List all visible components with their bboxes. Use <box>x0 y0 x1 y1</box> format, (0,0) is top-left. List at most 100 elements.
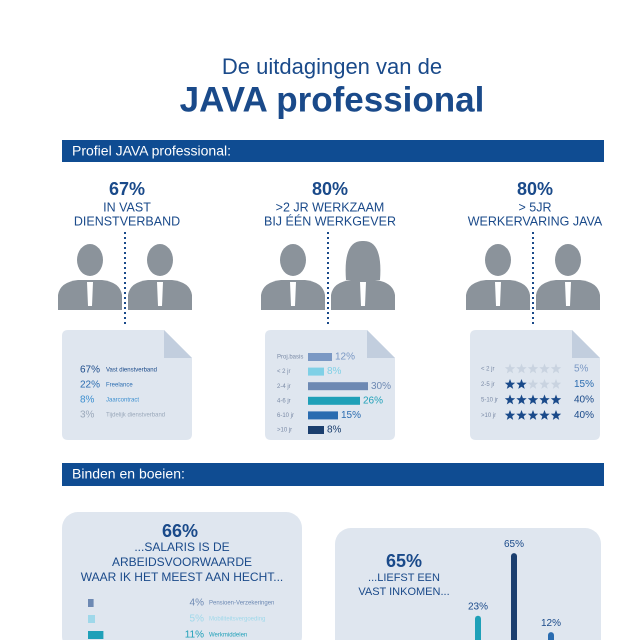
row-label: 6-10 jr <box>277 413 294 419</box>
row-value: 40% <box>574 395 594 406</box>
star <box>527 394 539 405</box>
row-value: 67% <box>80 365 100 376</box>
row-label: 4-6 jr <box>277 398 291 404</box>
row-value: 8% <box>80 395 95 406</box>
person-tie <box>495 282 501 306</box>
title-line1: De uitdagingen van de <box>222 54 442 79</box>
section-bar <box>62 463 604 486</box>
row-value: 22% <box>80 380 100 391</box>
star <box>550 363 562 374</box>
title-line2: JAVA professional <box>180 80 485 119</box>
stat: 80% <box>517 179 553 199</box>
bar-label: 8% <box>327 366 342 377</box>
star <box>504 379 516 389</box>
stat: 65% <box>386 551 422 571</box>
stat-caption: WAAR IK HET MEEST AAN HECHT... <box>81 570 283 584</box>
row-label: Mobiliteitsvergoeding <box>209 617 265 623</box>
row-value: 40% <box>574 410 594 421</box>
stat-caption: ...SALARIS IS DE <box>134 540 229 554</box>
star <box>504 410 516 420</box>
card-fold <box>367 330 395 358</box>
bar <box>308 382 368 391</box>
bar-label: 5% <box>190 614 205 625</box>
star <box>504 363 516 374</box>
star <box>516 363 527 374</box>
bar-label: 11% <box>185 630 204 640</box>
row-label: Pensioen-Verzekeringen <box>209 601 274 607</box>
stat-caption: DIENSTVERBAND <box>74 214 180 228</box>
person-tie <box>157 282 163 306</box>
star <box>539 363 550 374</box>
star <box>516 379 527 389</box>
person-tie <box>360 282 366 306</box>
stat: 80% <box>312 179 348 199</box>
stat-caption: >2 JR WERKZAAM <box>276 200 385 214</box>
stat: 66% <box>162 521 198 541</box>
person-head <box>147 244 173 276</box>
bar-label: 26% <box>363 395 383 406</box>
row-label: >10 jr <box>481 413 496 419</box>
star <box>539 379 550 389</box>
bar <box>548 632 554 640</box>
person-tie <box>87 282 93 306</box>
bar <box>475 615 481 640</box>
bar <box>88 599 94 607</box>
row-value: 3% <box>80 410 95 421</box>
star <box>550 410 562 420</box>
star <box>527 410 539 420</box>
bar-label: 8% <box>327 425 342 436</box>
row-value: 15% <box>574 379 594 390</box>
section-title: Profiel JAVA professional: <box>72 143 231 159</box>
bar <box>308 367 324 376</box>
star <box>550 394 562 405</box>
row-label: Werkmiddelen <box>209 633 247 639</box>
section-title: Binden en boeien: <box>72 466 185 482</box>
bar <box>88 615 95 623</box>
bar-label: 12% <box>335 352 355 363</box>
row-label: >10 jr <box>277 428 292 434</box>
stat-caption: > 5JR <box>518 200 551 214</box>
row-label: 2-4 jr <box>277 384 291 390</box>
section-bar <box>62 140 604 162</box>
bar <box>308 353 332 361</box>
stat-caption: WERKERVARING JAVA <box>468 214 603 228</box>
bar-label: 15% <box>341 410 361 421</box>
person-head <box>77 244 103 276</box>
card-fold <box>164 330 192 358</box>
bar <box>308 396 360 405</box>
person-tie <box>565 282 571 306</box>
bar <box>88 631 104 639</box>
star <box>539 410 550 420</box>
person-head <box>280 244 306 276</box>
stat: 67% <box>109 179 145 199</box>
stat-caption: ...LIEFST EEN <box>368 572 440 584</box>
row-label: 2-5 jr <box>481 382 495 388</box>
card-fold <box>572 330 600 358</box>
card <box>62 330 192 440</box>
bar <box>308 411 338 420</box>
row-label: Proj.basis <box>277 355 303 361</box>
bar-label: 30% <box>371 381 391 392</box>
bar <box>511 553 517 640</box>
bar <box>308 426 324 434</box>
row-label: Freelance <box>106 383 133 389</box>
star <box>527 379 539 389</box>
star <box>504 394 516 405</box>
bar-label: 12% <box>541 618 561 629</box>
person-hair <box>345 240 381 280</box>
stat-caption: IN VAST <box>103 200 151 214</box>
row-label: < 2 jr <box>277 369 291 375</box>
bar-label: 23% <box>468 601 488 612</box>
row-value: 5% <box>574 364 589 375</box>
bar-label: 65% <box>504 539 524 550</box>
card <box>335 528 601 640</box>
row-label: Jaarcontract <box>106 398 139 404</box>
star <box>516 410 527 420</box>
person-head <box>485 244 511 276</box>
stat-caption: BIJ ÉÉN WERKGEVER <box>264 213 396 228</box>
card <box>62 512 302 640</box>
person-tie <box>290 282 296 306</box>
star <box>516 394 527 405</box>
stat-caption: ARBEIDSVOORWAARDE <box>112 555 252 569</box>
